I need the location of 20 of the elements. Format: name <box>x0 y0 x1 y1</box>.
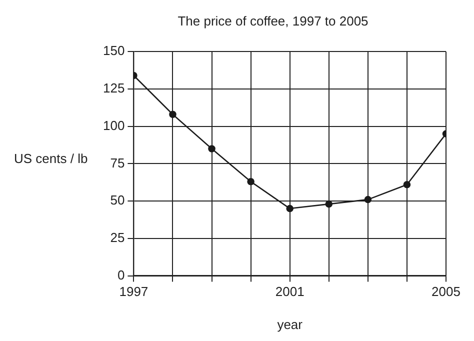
x-tick-label: 2005 <box>432 284 460 300</box>
point <box>364 196 372 204</box>
y-tick-label: 150 <box>102 43 125 58</box>
point <box>247 178 254 186</box>
y-tick-label: 125 <box>102 80 125 96</box>
x-axis-title: year <box>277 316 304 332</box>
x-tick-label: 2001 <box>275 284 304 300</box>
point <box>286 204 294 212</box>
y-tick-label: 25 <box>110 230 125 246</box>
x-tick-label: 1997 <box>119 284 148 300</box>
y-tick-label: 0 <box>117 267 125 282</box>
y-axis-title: US cents / lb <box>14 151 88 166</box>
point <box>403 180 411 188</box>
point <box>169 110 176 118</box>
point <box>208 145 216 152</box>
chart-title: The price of coffee, 1997 to 2005 <box>178 13 368 28</box>
y-tick-label: 75 <box>110 155 125 170</box>
point <box>325 200 333 208</box>
y-tick-label: 50 <box>110 192 125 208</box>
y-tick-label: 100 <box>102 118 125 133</box>
